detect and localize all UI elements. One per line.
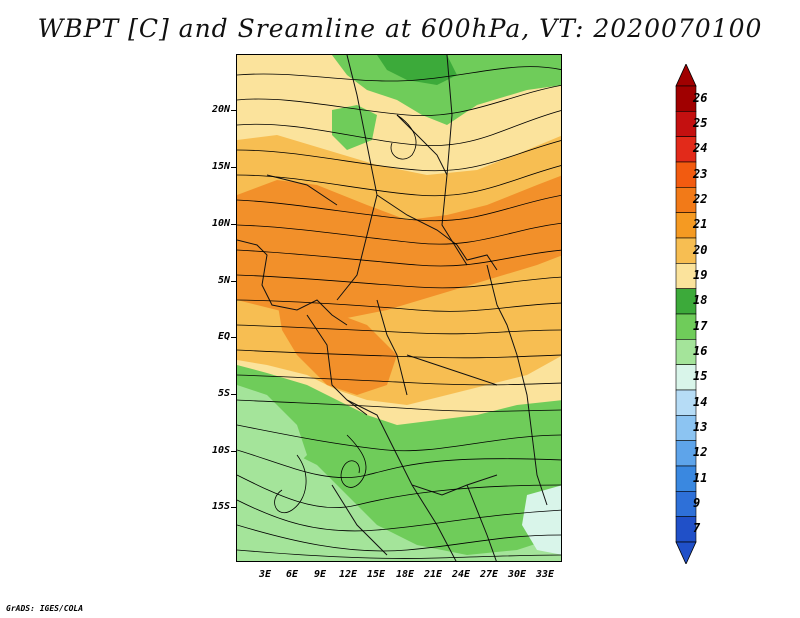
lat-label-5s: 5S [217,388,230,399]
lon-label-33e: 33E [535,569,555,580]
colorbar-level-label: 14 [693,394,708,409]
lon-label-27e: 27E [479,569,499,580]
lat-tick [231,337,236,338]
colorbar-level-label: 18 [693,293,708,308]
lat-label-10s: 10S [211,445,230,456]
colorbar-level-label: 21 [693,217,708,232]
colorbar-level-label: 25 [693,116,708,130]
colorbar-level-label: 20 [693,242,708,257]
lat-label-15s: 15S [211,501,230,512]
lon-label-12e: 12E [338,569,358,580]
colorbar-level-label: 23 [693,166,708,181]
map-panel [236,54,562,562]
field-green-south-light [237,435,561,561]
map-canvas [237,55,561,561]
lon-label-3e: 3E [258,569,272,580]
lat-tick [231,451,236,452]
map-title: WBPT [C] and Sreamline at 600hPa, VT: 20… [37,14,763,43]
field-pale-blue [522,485,561,555]
colorbar-level-label: 24 [693,141,708,156]
lon-label-18e: 18E [395,569,415,580]
colorbar-level-label: 17 [693,318,708,333]
lat-label-15n: 15N [211,161,230,172]
field-green-north [332,55,561,125]
colorbar-level-label: 26 [693,90,708,105]
colorbar-level-label: 16 [693,344,708,358]
colorbar-level-label: 12 [693,445,708,460]
lat-tick [231,394,236,395]
lat-label-eq: EQ [217,331,230,342]
grads-credit: GrADS: IGES/COLA [6,604,84,613]
colorbar-level-label: 15 [693,369,708,384]
lon-label-30e: 30E [507,569,527,580]
field-orange-south [277,300,397,395]
lon-label-24e: 24E [451,569,471,580]
lat-label-5n: 5N [217,275,230,286]
lon-label-21e: 21E [423,569,443,580]
colorbar-top-arrow [675,64,697,87]
lat-label-20n: 20N [211,104,230,115]
lat-tick [231,167,236,168]
colorbar-level-label: 9 [693,496,701,510]
colorbar-level-label: 13 [693,420,708,434]
lat-tick [231,281,236,282]
colorbar-level-label: 11 [693,470,708,485]
colorbar-level-label: 22 [693,192,708,206]
lat-tick [231,507,236,508]
lon-label-6e: 6E [285,569,299,580]
lon-label-15e: 15E [366,569,386,580]
lat-tick [231,224,236,225]
colorbar-level-label: 19 [693,268,708,282]
field-orange-core [237,175,561,320]
field-green-light-west [237,385,307,485]
lat-label-10n: 10N [211,218,230,229]
colorbar-bottom-arrow [675,541,697,564]
streamlines [237,66,561,559]
lon-label-9e: 9E [313,569,327,580]
lat-tick [231,110,236,111]
colorbar [675,64,697,564]
colorbar-level-label: 7 [693,521,701,536]
